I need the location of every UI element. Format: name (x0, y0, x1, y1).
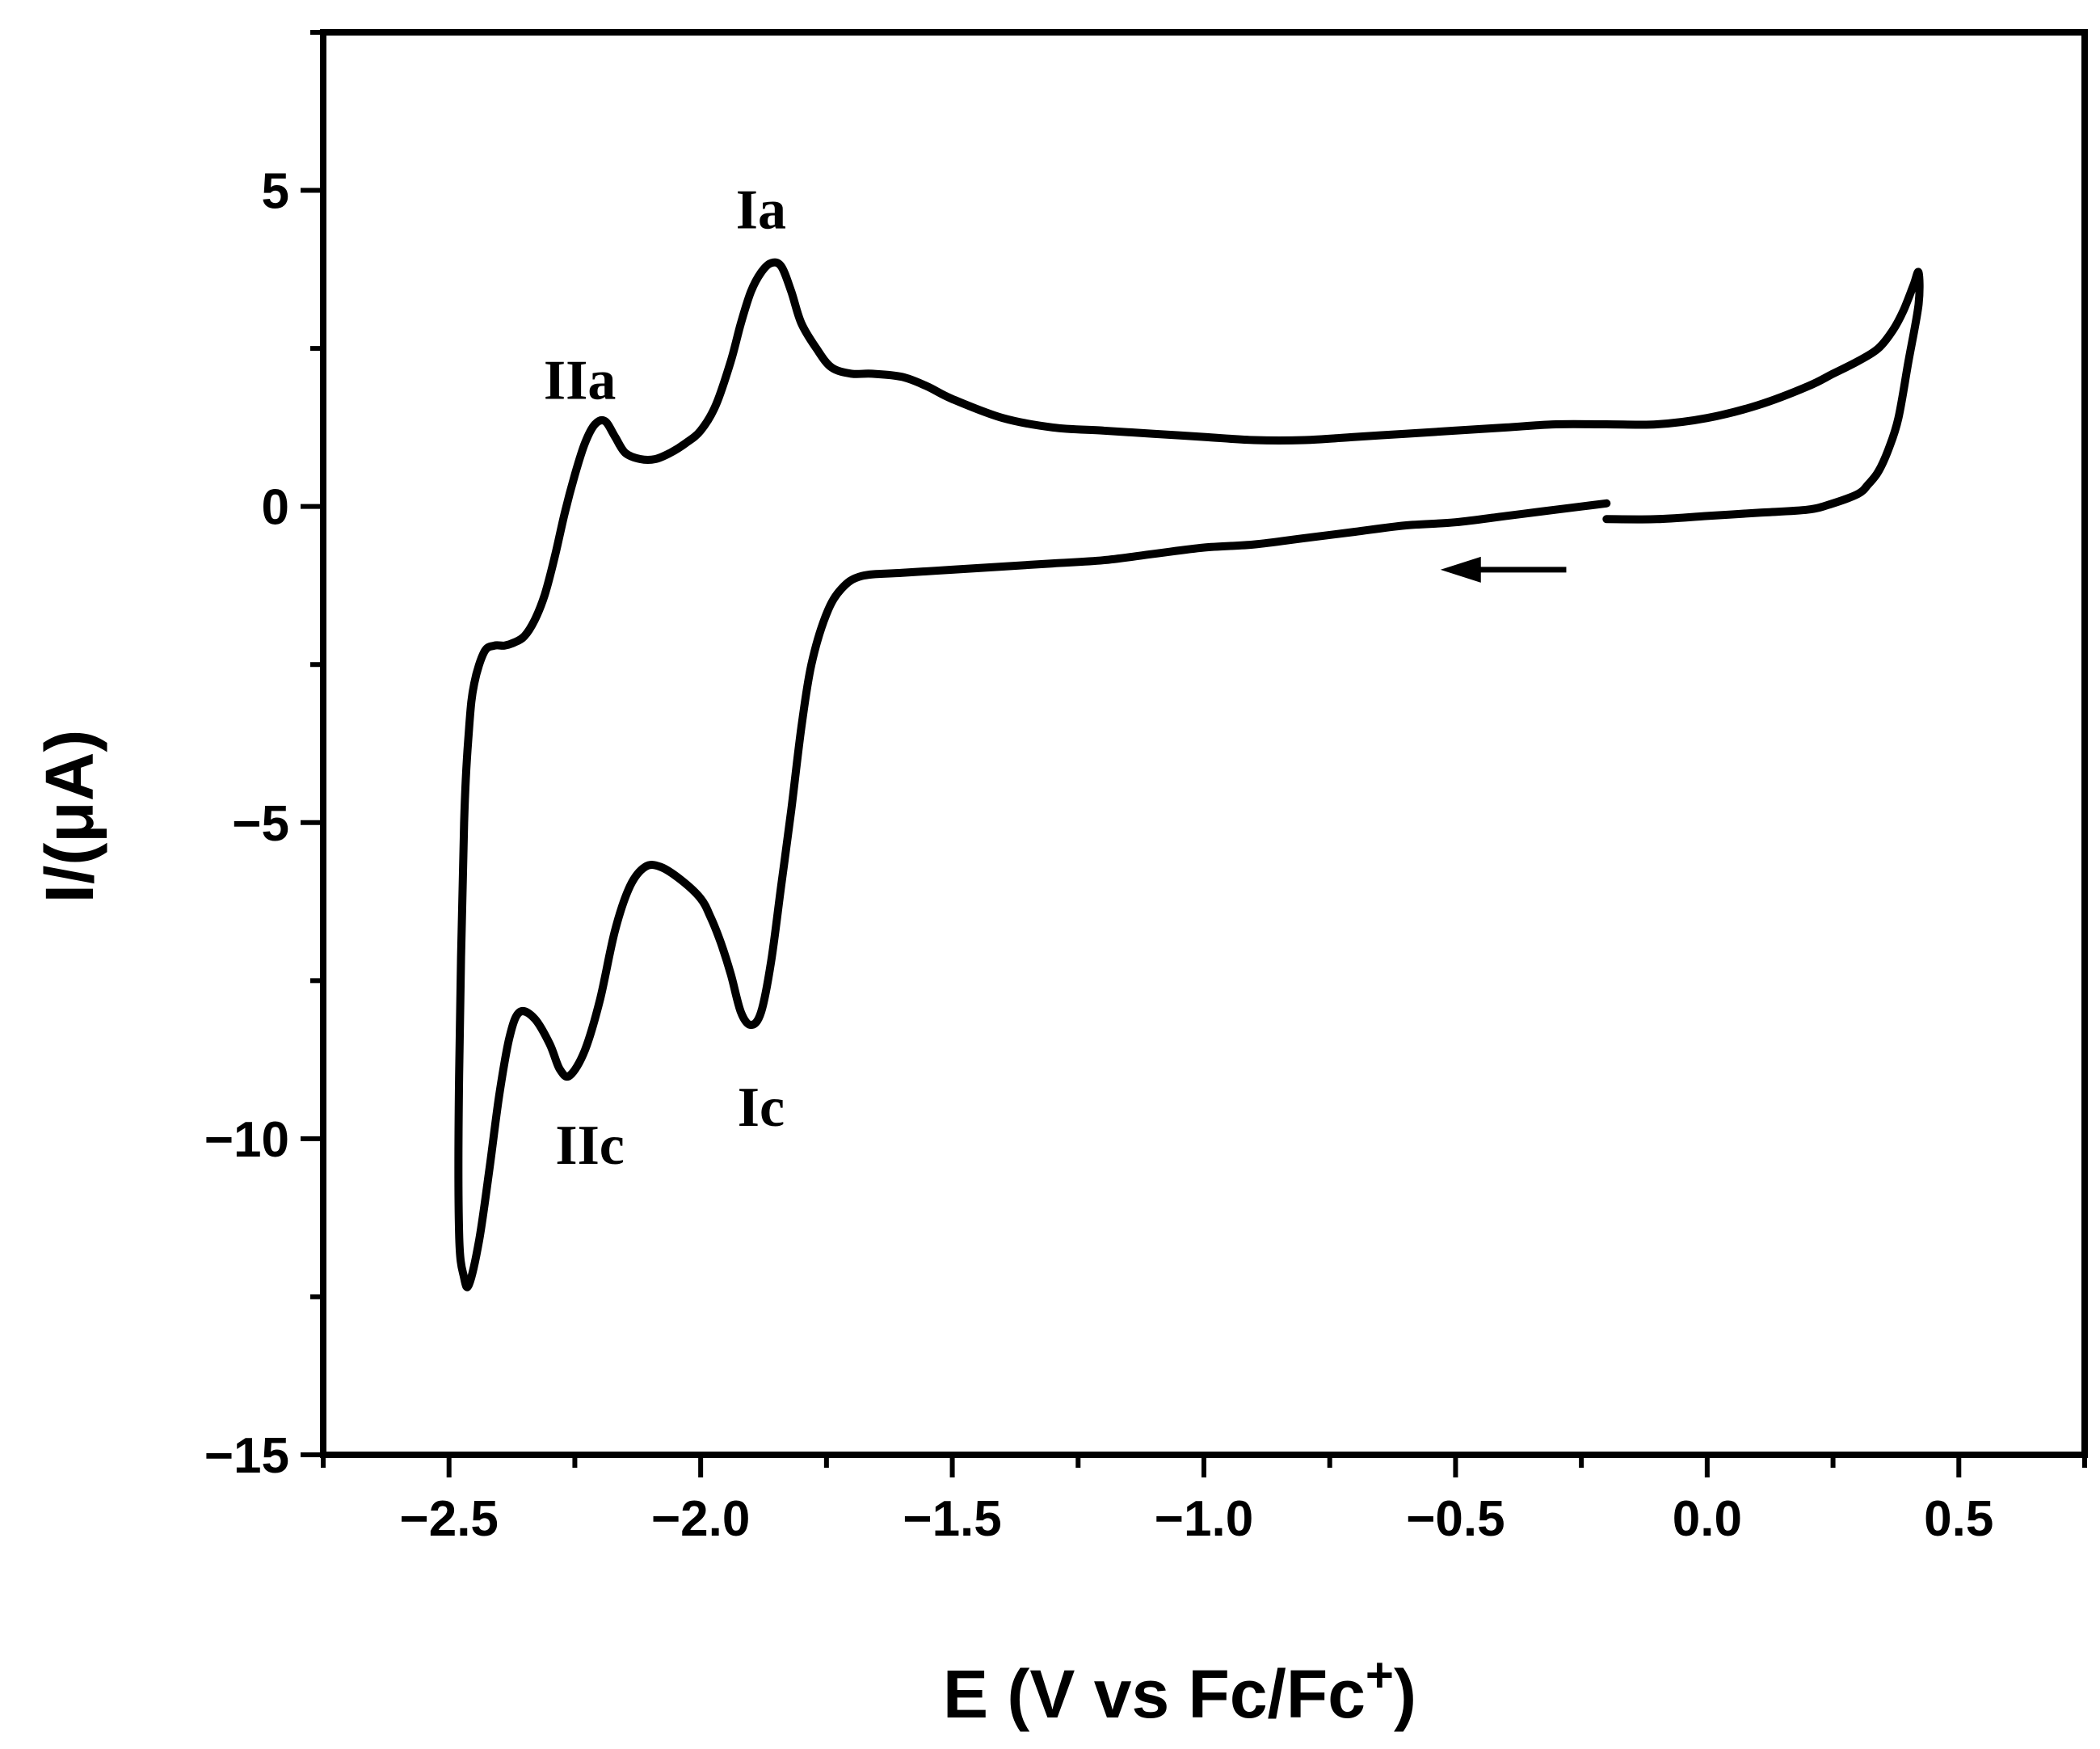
x-axis-title: E (V vs Fc/Fc+) (943, 1648, 1416, 1732)
x-axis-title-close: ) (1394, 1656, 1416, 1732)
y-tick-label: −5 (232, 796, 289, 852)
y-tick-label: 5 (262, 164, 289, 220)
x-tick-label: −1.0 (1155, 1491, 1253, 1547)
peak-label: Ic (738, 1077, 785, 1139)
cv-curve (454, 258, 1924, 1292)
arrow-head (1440, 556, 1481, 583)
x-tick-label: −2.0 (651, 1491, 750, 1547)
peak-label: IIc (555, 1115, 625, 1177)
x-tick-label: −0.5 (1406, 1491, 1505, 1547)
y-axis-title: I/(μA) (32, 730, 107, 904)
x-tick-label: −2.5 (400, 1491, 499, 1547)
x-tick-label: −1.5 (903, 1491, 1001, 1547)
peak-label: IIa (544, 350, 616, 412)
y-tick-labels: 5 0 −5 −10 −15 (204, 164, 289, 1484)
x-axis-title-text: E (V vs Fc/Fc (943, 1656, 1366, 1732)
y-tick-label: 0 (262, 480, 289, 536)
x-tick-label: 0.0 (1673, 1491, 1742, 1547)
x-tick-labels: −2.5 −2.0 −1.5 −1.0 −0.5 0.0 0.5 (400, 1491, 1994, 1547)
axis-ticks (301, 30, 2087, 1477)
peak-label: Ia (736, 179, 786, 241)
scan-direction-arrow (1440, 556, 1567, 583)
x-tick-label: 0.5 (1924, 1491, 1993, 1547)
y-tick-label: −10 (204, 1112, 289, 1168)
peak-annotations: Ia IIa Ic IIc (544, 179, 786, 1177)
y-tick-label: −15 (204, 1428, 289, 1484)
plot-frame (320, 29, 2088, 1458)
x-axis-title-sup: + (1366, 1648, 1394, 1702)
